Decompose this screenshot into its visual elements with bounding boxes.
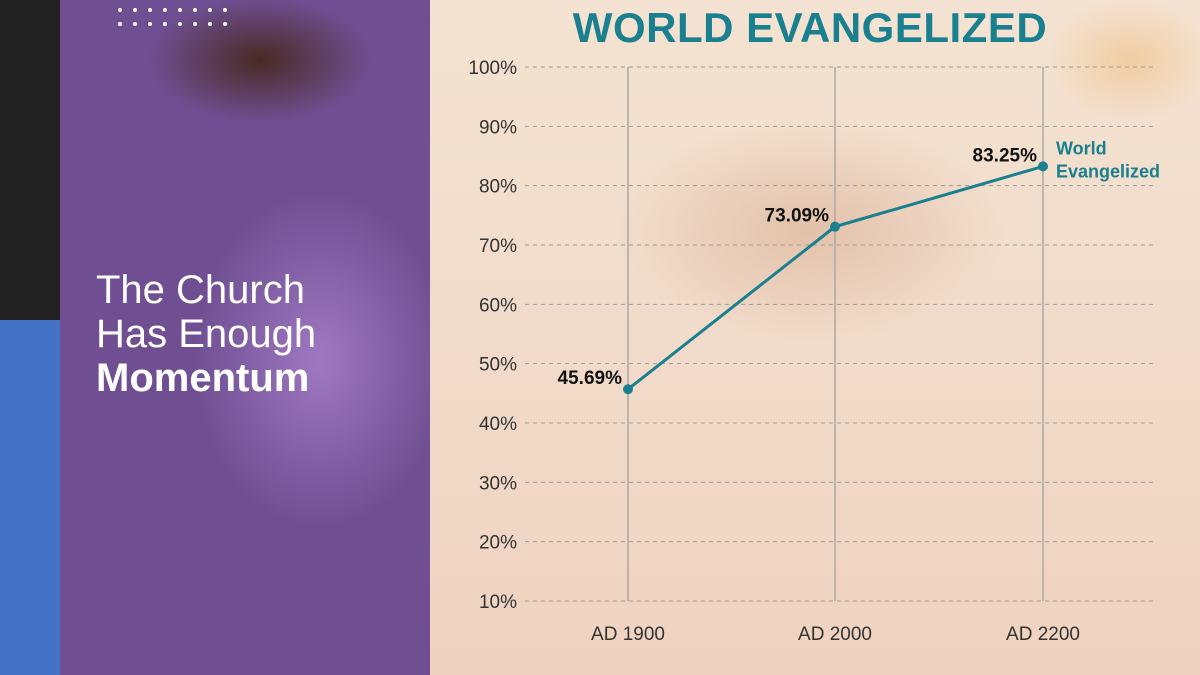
dot — [208, 8, 212, 12]
chart-background — [430, 0, 1200, 675]
headline-line-3: Momentum — [96, 356, 310, 400]
y-tick-label: 50% — [479, 355, 517, 376]
dot — [223, 22, 227, 26]
dot — [148, 22, 152, 26]
y-tick-label: 40% — [479, 414, 517, 435]
y-tick-label: 20% — [479, 533, 517, 554]
y-tick-label: 30% — [479, 473, 517, 494]
data-point — [830, 221, 840, 232]
runner-photo — [60, 0, 430, 675]
decorative-dots — [118, 6, 236, 32]
series-label: World Evangelized — [1056, 138, 1160, 181]
slide-headline: The Church Has Enough Momentum — [96, 268, 416, 400]
x-tick-label: AD 2000 — [798, 624, 872, 645]
dot — [178, 22, 182, 26]
y-tick-label: 80% — [479, 177, 517, 198]
sidebar-blue-block — [0, 320, 60, 675]
dot — [163, 8, 167, 12]
dot — [163, 22, 167, 26]
data-point — [1038, 161, 1048, 172]
dot — [118, 22, 122, 26]
data-label: 73.09% — [765, 206, 830, 227]
dot — [223, 8, 227, 12]
dot — [208, 22, 212, 26]
y-tick-label: 100% — [468, 58, 517, 79]
y-tick-label: 60% — [479, 295, 517, 316]
y-tick-label: 70% — [479, 236, 517, 257]
dot — [193, 8, 197, 12]
y-tick-label: 10% — [479, 592, 517, 613]
dot — [193, 22, 197, 26]
y-tick-label: 90% — [479, 117, 517, 138]
dot — [118, 8, 122, 12]
dot — [148, 8, 152, 12]
dot — [178, 8, 182, 12]
chart-title: WORLD EVANGELIZED — [572, 4, 1048, 51]
data-point — [623, 384, 633, 395]
headline-line-1: The Church — [96, 268, 305, 312]
dot — [133, 22, 137, 26]
data-label: 45.69% — [558, 368, 623, 389]
dot — [133, 8, 137, 12]
x-tick-label: AD 1900 — [591, 624, 665, 645]
data-label: 83.25% — [973, 145, 1038, 166]
headline-line-2: Has Enough — [96, 312, 317, 356]
x-tick-label: AD 2200 — [1006, 624, 1080, 645]
sidebar-dark-block — [0, 0, 60, 320]
